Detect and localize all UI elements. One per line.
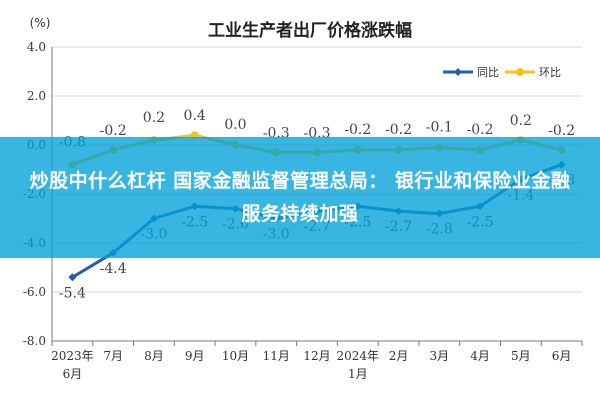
x-tick-label: 12月 xyxy=(303,349,330,363)
x-tick-label: 3月 xyxy=(429,349,449,363)
y-axis-unit: (%) xyxy=(30,16,51,30)
data-label: -0.2 xyxy=(385,122,412,138)
legend-marker-1 xyxy=(454,68,462,76)
x-tick-label: 2023年 xyxy=(51,349,94,363)
series-1-marker xyxy=(68,273,77,282)
x-tick-label: 5月 xyxy=(511,349,531,363)
x-tick-label: 4月 xyxy=(470,349,490,363)
legend-label-1: 同比 xyxy=(477,66,499,79)
x-tick-label: 2月 xyxy=(389,349,409,363)
data-label: -0.1 xyxy=(426,119,453,135)
data-label: 0.4 xyxy=(184,108,206,124)
x-tick-label: 6月 xyxy=(552,349,572,363)
data-label: -5.4 xyxy=(59,285,86,301)
y-tick-label: -8.0 xyxy=(23,334,46,348)
data-label: 0.0 xyxy=(224,117,246,133)
y-tick-label: 4.0 xyxy=(27,40,46,54)
data-label: 0.2 xyxy=(143,110,165,126)
x-tick-labels: 2023年 6月 7月 8月 9月 10月 11月 12月 2024年 1月 2月 3月 4月 5月 6月 xyxy=(51,349,571,381)
x-tick-label: 10月 xyxy=(222,349,249,363)
news-headline[interactable]: 炒股中什么杠杆 国家金融监督管理总局： 银行业和保险业金融服务持续加强 xyxy=(29,169,571,225)
data-label: -4.4 xyxy=(100,261,127,277)
y-tick-label: -6.0 xyxy=(23,285,46,299)
x-tick-label: 8月 xyxy=(144,349,164,363)
data-label: -0.2 xyxy=(344,122,371,138)
data-label: -0.2 xyxy=(548,123,575,139)
chart-title: 工业生产者出厂价格涨跌幅 xyxy=(208,20,412,41)
x-tick-label: 1月 xyxy=(348,367,368,381)
y-tick-label: 2.0 xyxy=(27,89,46,103)
legend: 同比 环比 xyxy=(443,66,561,79)
x-tick-label: 7月 xyxy=(103,349,123,363)
x-tick-label: 2024年 xyxy=(336,349,379,363)
x-tick-label: 9月 xyxy=(185,349,205,363)
legend-label-2: 环比 xyxy=(539,66,561,79)
data-label: 0.2 xyxy=(510,113,532,129)
data-label: -0.2 xyxy=(467,122,494,138)
legend-marker-2 xyxy=(516,68,524,76)
news-banner[interactable]: 炒股中什么杠杆 国家金融监督管理总局： 银行业和保险业金融服务持续加强 xyxy=(0,137,600,258)
x-tick-label: 6月 xyxy=(63,367,83,381)
x-tick-label: 11月 xyxy=(263,349,290,363)
data-label: -0.2 xyxy=(100,123,127,139)
